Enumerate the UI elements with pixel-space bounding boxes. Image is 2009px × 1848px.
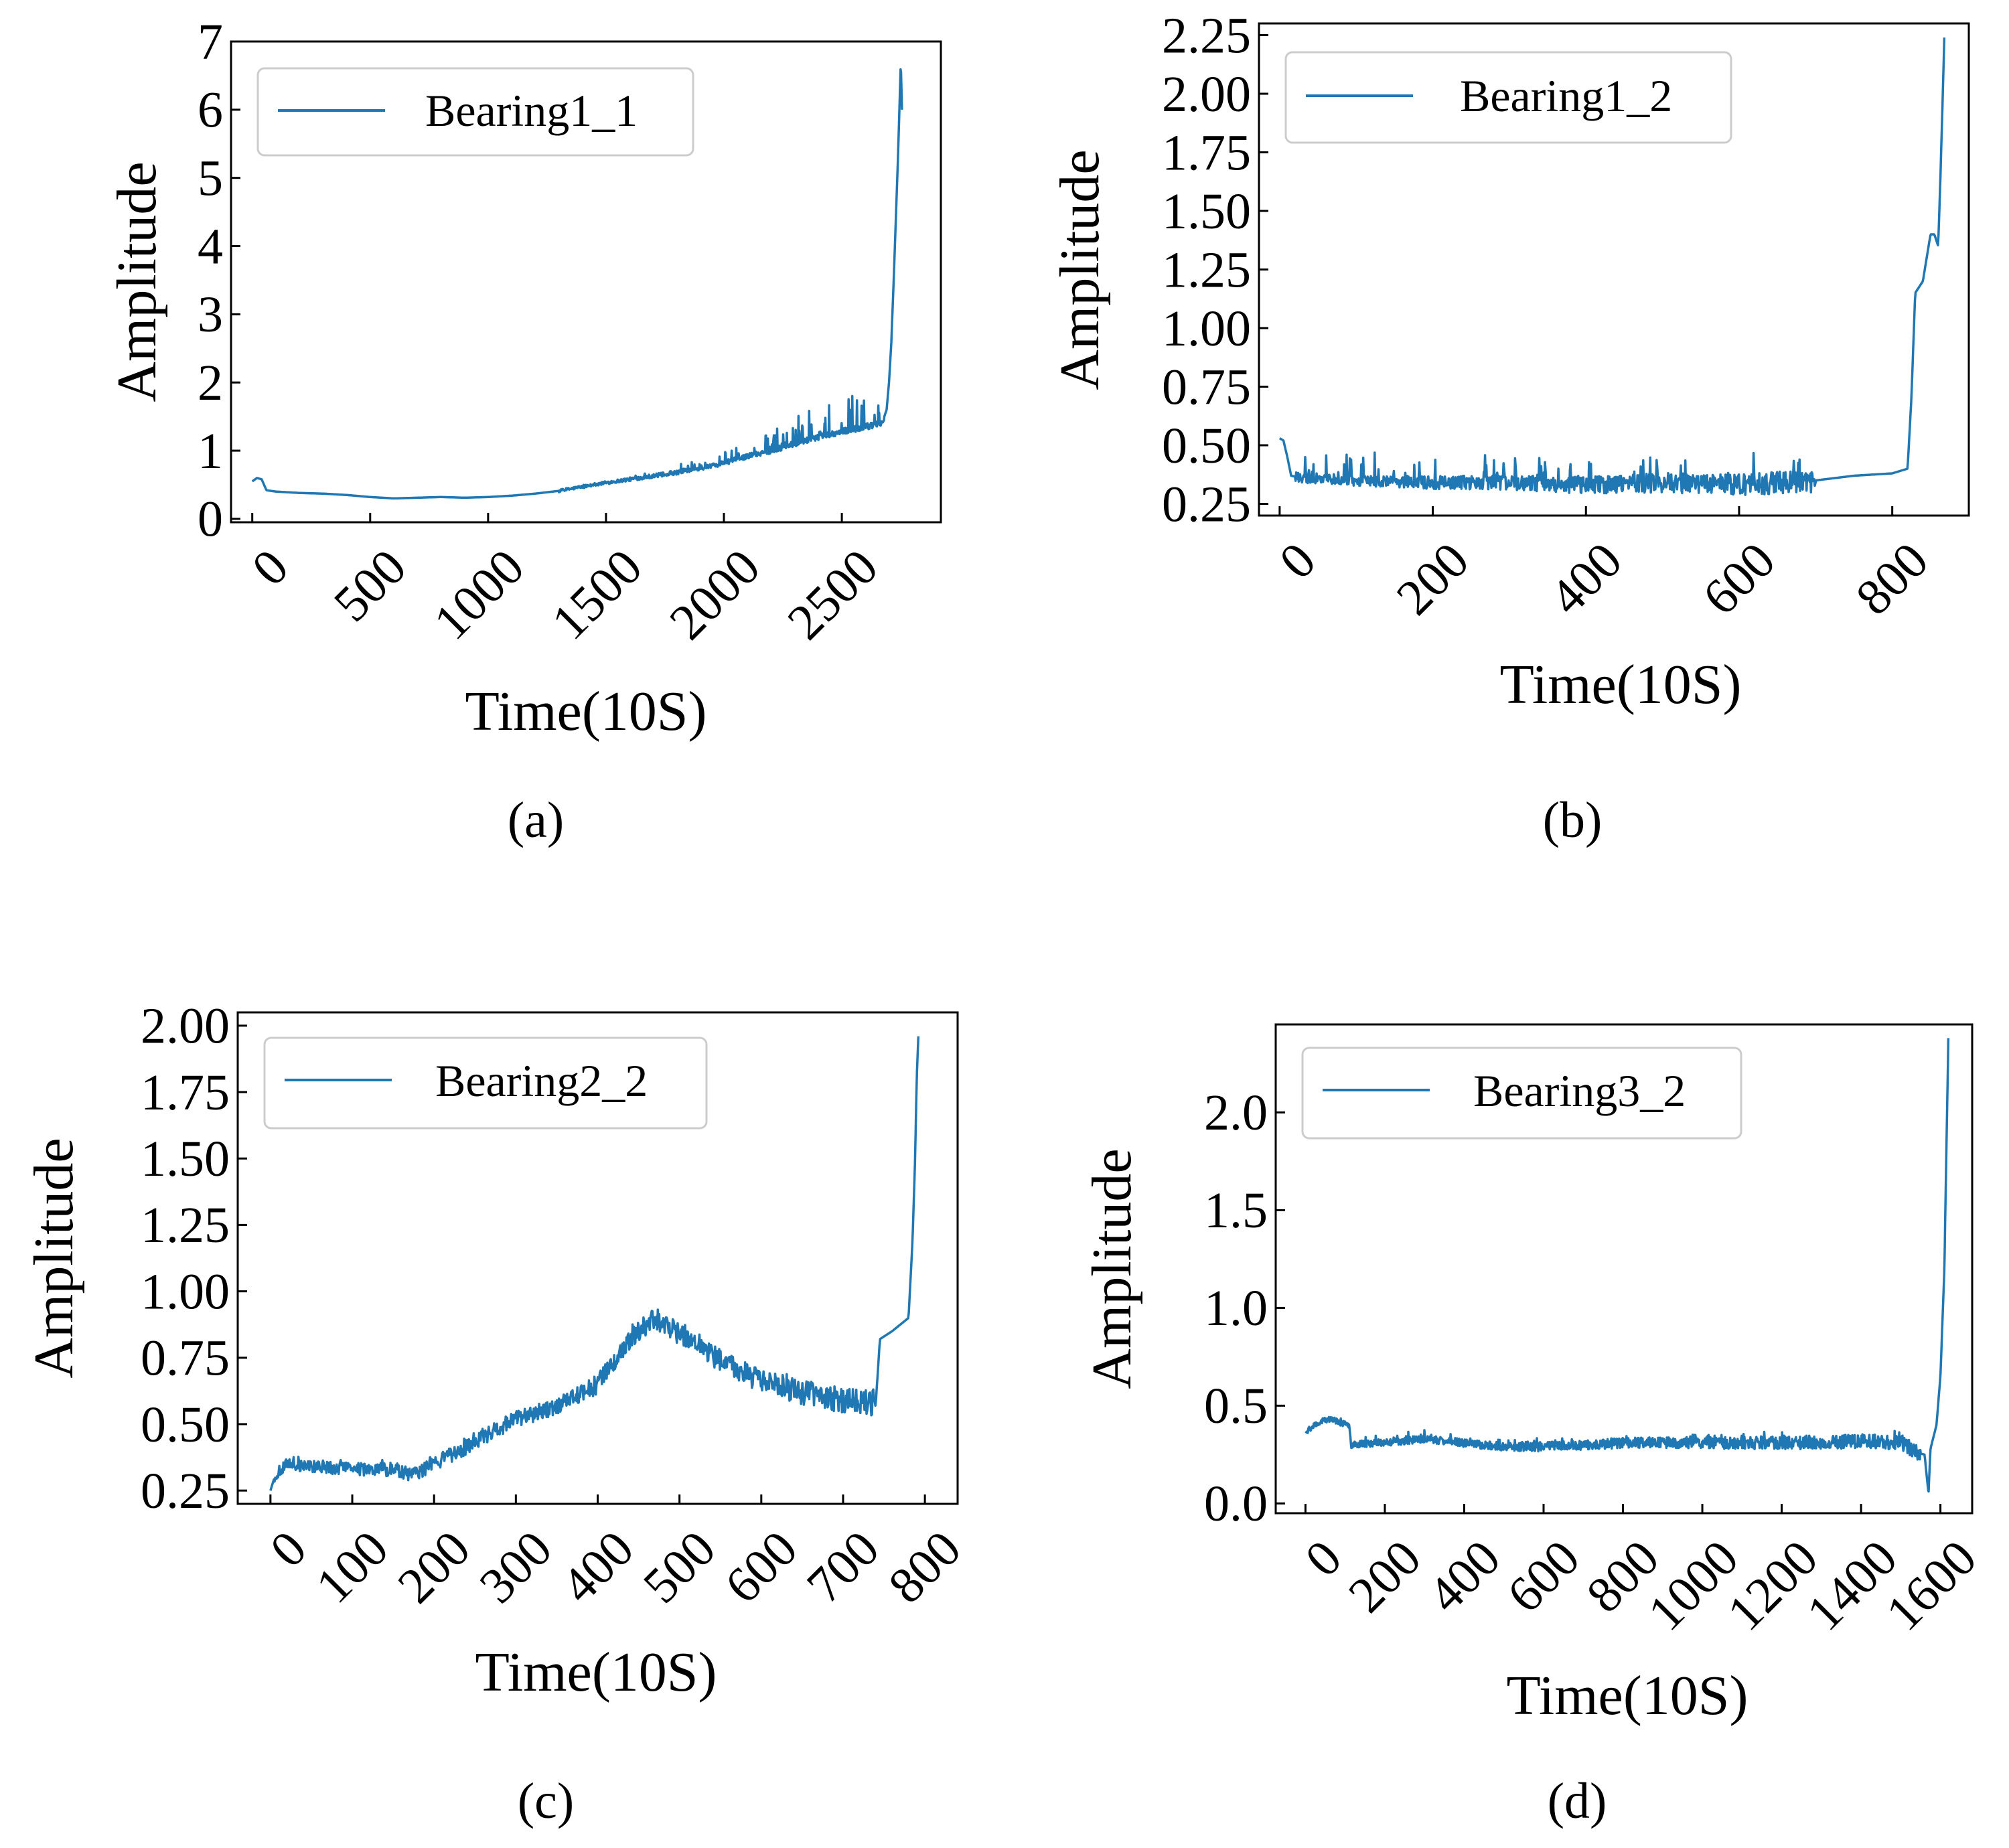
x-tick-label: 600 xyxy=(1497,1530,1590,1624)
series-line-Bearing3_2 xyxy=(1305,1038,1950,1493)
x-axis-label: Time(10S) xyxy=(475,1641,717,1703)
legend: Bearing3_2 xyxy=(1301,1047,1742,1140)
y-axis-label: Amplitude xyxy=(23,1138,85,1378)
x-axis-label: Time(10S) xyxy=(1507,1665,1748,1727)
y-tick-label: 0.0 xyxy=(1204,1476,1268,1532)
y-tick-label: 0.5 xyxy=(1204,1378,1268,1434)
x-tick-label: 0 xyxy=(1269,532,1327,590)
x-tick-label: 200 xyxy=(387,1521,481,1614)
y-tick-label: 1.50 xyxy=(141,1131,230,1187)
chart-panel-c: 0.25 0.50 0.75 1.00 1.25 1.50 1.75 2.00 01002003… xyxy=(23,998,972,1829)
y-tick-label: 5 xyxy=(198,151,223,207)
legend: Bearing2_2 xyxy=(263,1036,708,1130)
caption-a: (a) xyxy=(508,792,564,848)
x-tick-label: 0 xyxy=(241,539,299,597)
x-tick-label: 2500 xyxy=(777,539,889,651)
y-tick-label: 2.25 xyxy=(1162,7,1251,64)
caption-b: (b) xyxy=(1543,792,1603,848)
y-tick-label: 3 xyxy=(198,287,223,343)
x-tick-label: 2000 xyxy=(659,539,771,651)
series-line-Bearing1_1 xyxy=(251,68,903,500)
x-tick-label: 1500 xyxy=(541,539,653,651)
x-tick-label: 500 xyxy=(633,1521,727,1614)
y-tick-label: 0.75 xyxy=(141,1330,230,1387)
x-tick-label: 300 xyxy=(469,1521,563,1614)
x-tick-label: 800 xyxy=(878,1521,972,1614)
y-tick-label: 1.25 xyxy=(1162,242,1251,298)
y-axis-label: Amplitude xyxy=(106,161,168,402)
series-line-Bearing2_2 xyxy=(269,1036,920,1491)
y-tick-label: 1 xyxy=(198,423,223,479)
y-tick-label: 1.00 xyxy=(141,1263,230,1320)
legend-box xyxy=(1284,51,1732,144)
chart-panel-b: 0.250.500.751.001.251.501.752.002.25 0 200… xyxy=(1049,7,1970,848)
caption-d: (d) xyxy=(1548,1773,1607,1829)
legend: Bearing1_2 xyxy=(1284,51,1732,144)
y-tick-label: 0 xyxy=(198,491,223,548)
x-tick-label: 100 xyxy=(305,1521,399,1614)
y-tick-label: 1.5 xyxy=(1204,1182,1268,1239)
y-tick-label: 0.50 xyxy=(1162,418,1251,474)
legend-label: Bearing1_2 xyxy=(1460,70,1672,121)
y-tick-label: 1.25 xyxy=(141,1197,230,1253)
plot-area-frame xyxy=(230,40,942,524)
legend-box xyxy=(1301,1047,1742,1140)
y-tick-label: 2.0 xyxy=(1204,1085,1268,1141)
y-tick-label: 1.50 xyxy=(1162,183,1251,240)
y-tick-label: 0.25 xyxy=(141,1463,230,1519)
legend-label: Bearing1_1 xyxy=(425,85,638,136)
x-tick-label: 700 xyxy=(796,1521,890,1614)
x-tick-label: 1600 xyxy=(1876,1530,1988,1642)
x-tick-label: 500 xyxy=(323,539,417,633)
y-tick-label: 1.00 xyxy=(1162,301,1251,357)
y-tick-label: 0.50 xyxy=(141,1397,230,1453)
y-tick-label: 1.0 xyxy=(1204,1280,1268,1336)
y-tick-label: 1.75 xyxy=(141,1065,230,1121)
legend-label: Bearing2_2 xyxy=(435,1055,648,1106)
x-tick-label: 200 xyxy=(1338,1530,1432,1624)
x-tick-label: 600 xyxy=(715,1521,808,1614)
y-axis-label: Amplitude xyxy=(1049,149,1111,390)
x-tick-label: 400 xyxy=(1539,532,1633,626)
x-tick-label: 600 xyxy=(1692,532,1786,626)
x-tick-label: 1000 xyxy=(423,539,535,651)
legend-box xyxy=(263,1036,708,1130)
x-axis-label: Time(10S) xyxy=(1500,653,1742,716)
y-tick-label: 0.75 xyxy=(1162,359,1251,415)
y-tick-label: 1.75 xyxy=(1162,125,1251,181)
y-tick-label: 4 xyxy=(198,218,223,275)
legend: Bearing1_1 xyxy=(256,67,694,157)
x-tick-label: 400 xyxy=(550,1521,644,1614)
series-line-Bearing1_2 xyxy=(1278,37,1946,496)
legend-box xyxy=(256,67,694,157)
chart-panel-d: 0.00.51.01.52.00200400600800100012001400… xyxy=(1081,1023,1988,1829)
y-tick-label: 0.25 xyxy=(1162,476,1251,532)
y-tick-label: 2.00 xyxy=(1162,66,1251,123)
x-tick-label: 800 xyxy=(1846,532,1939,626)
x-tick-label: 0 xyxy=(260,1521,317,1578)
x-tick-label: 200 xyxy=(1386,532,1479,626)
caption-c: (c) xyxy=(518,1773,574,1829)
y-tick-label: 7 xyxy=(198,14,223,70)
x-tick-label: 400 xyxy=(1417,1530,1511,1624)
y-axis-label: Amplitude xyxy=(1081,1148,1143,1389)
y-tick-label: 2 xyxy=(198,355,223,411)
y-tick-label: 2.00 xyxy=(141,998,230,1055)
y-tick-label: 6 xyxy=(198,82,223,139)
legend-label: Bearing3_2 xyxy=(1473,1065,1686,1116)
x-axis-label: Time(10S) xyxy=(465,680,707,743)
